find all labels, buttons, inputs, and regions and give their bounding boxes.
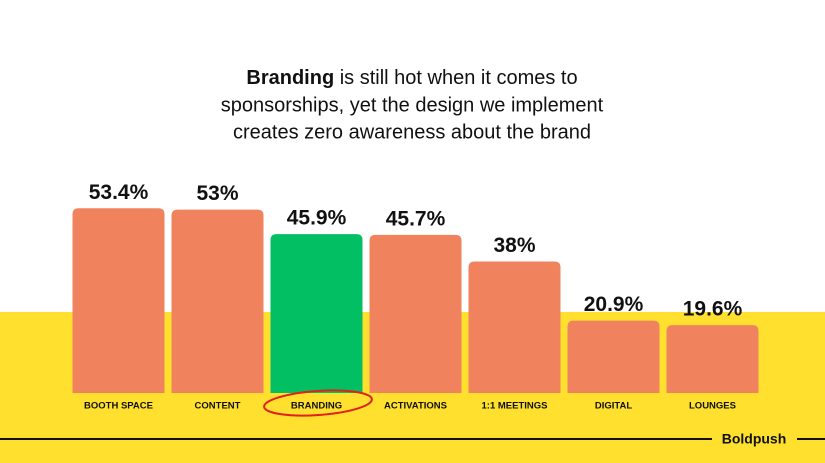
value-label: 53.4% xyxy=(89,181,149,204)
value-label: 45.9% xyxy=(287,207,347,230)
bar xyxy=(369,234,462,393)
bar xyxy=(567,320,660,393)
bar xyxy=(468,261,561,393)
title-line: creates zero awareness about the brand xyxy=(233,121,591,143)
bar xyxy=(171,209,264,393)
value-label: 20.9% xyxy=(584,293,644,316)
x-tick-label: ACTIVATIONS xyxy=(384,401,447,412)
highlight-circle xyxy=(263,389,373,417)
title-emphasis: Branding xyxy=(246,67,334,89)
value-label: 45.7% xyxy=(386,207,446,230)
chart-title: Branding is still hot when it comes to xyxy=(246,67,577,89)
bar xyxy=(666,325,759,393)
value-label: 38% xyxy=(493,234,535,257)
x-tick-label: LOUNGES xyxy=(689,401,736,412)
value-label: 19.6% xyxy=(683,298,743,321)
x-tick-label: BOOTH SPACE xyxy=(84,401,153,412)
x-tick-label: CONTENT xyxy=(195,401,241,412)
value-label: 53% xyxy=(196,182,238,205)
brand-logo: Boldpush xyxy=(722,431,787,447)
bar xyxy=(270,234,363,393)
x-tick-label: DIGITAL xyxy=(595,401,632,412)
x-tick-label: 1:1 MEETINGS xyxy=(482,401,548,412)
x-tick-label: BRANDING xyxy=(291,401,342,412)
bar xyxy=(72,208,165,393)
title-line: sponsorships, yet the design we implemen… xyxy=(221,94,604,116)
title-line: is still hot when it comes to xyxy=(340,67,578,89)
